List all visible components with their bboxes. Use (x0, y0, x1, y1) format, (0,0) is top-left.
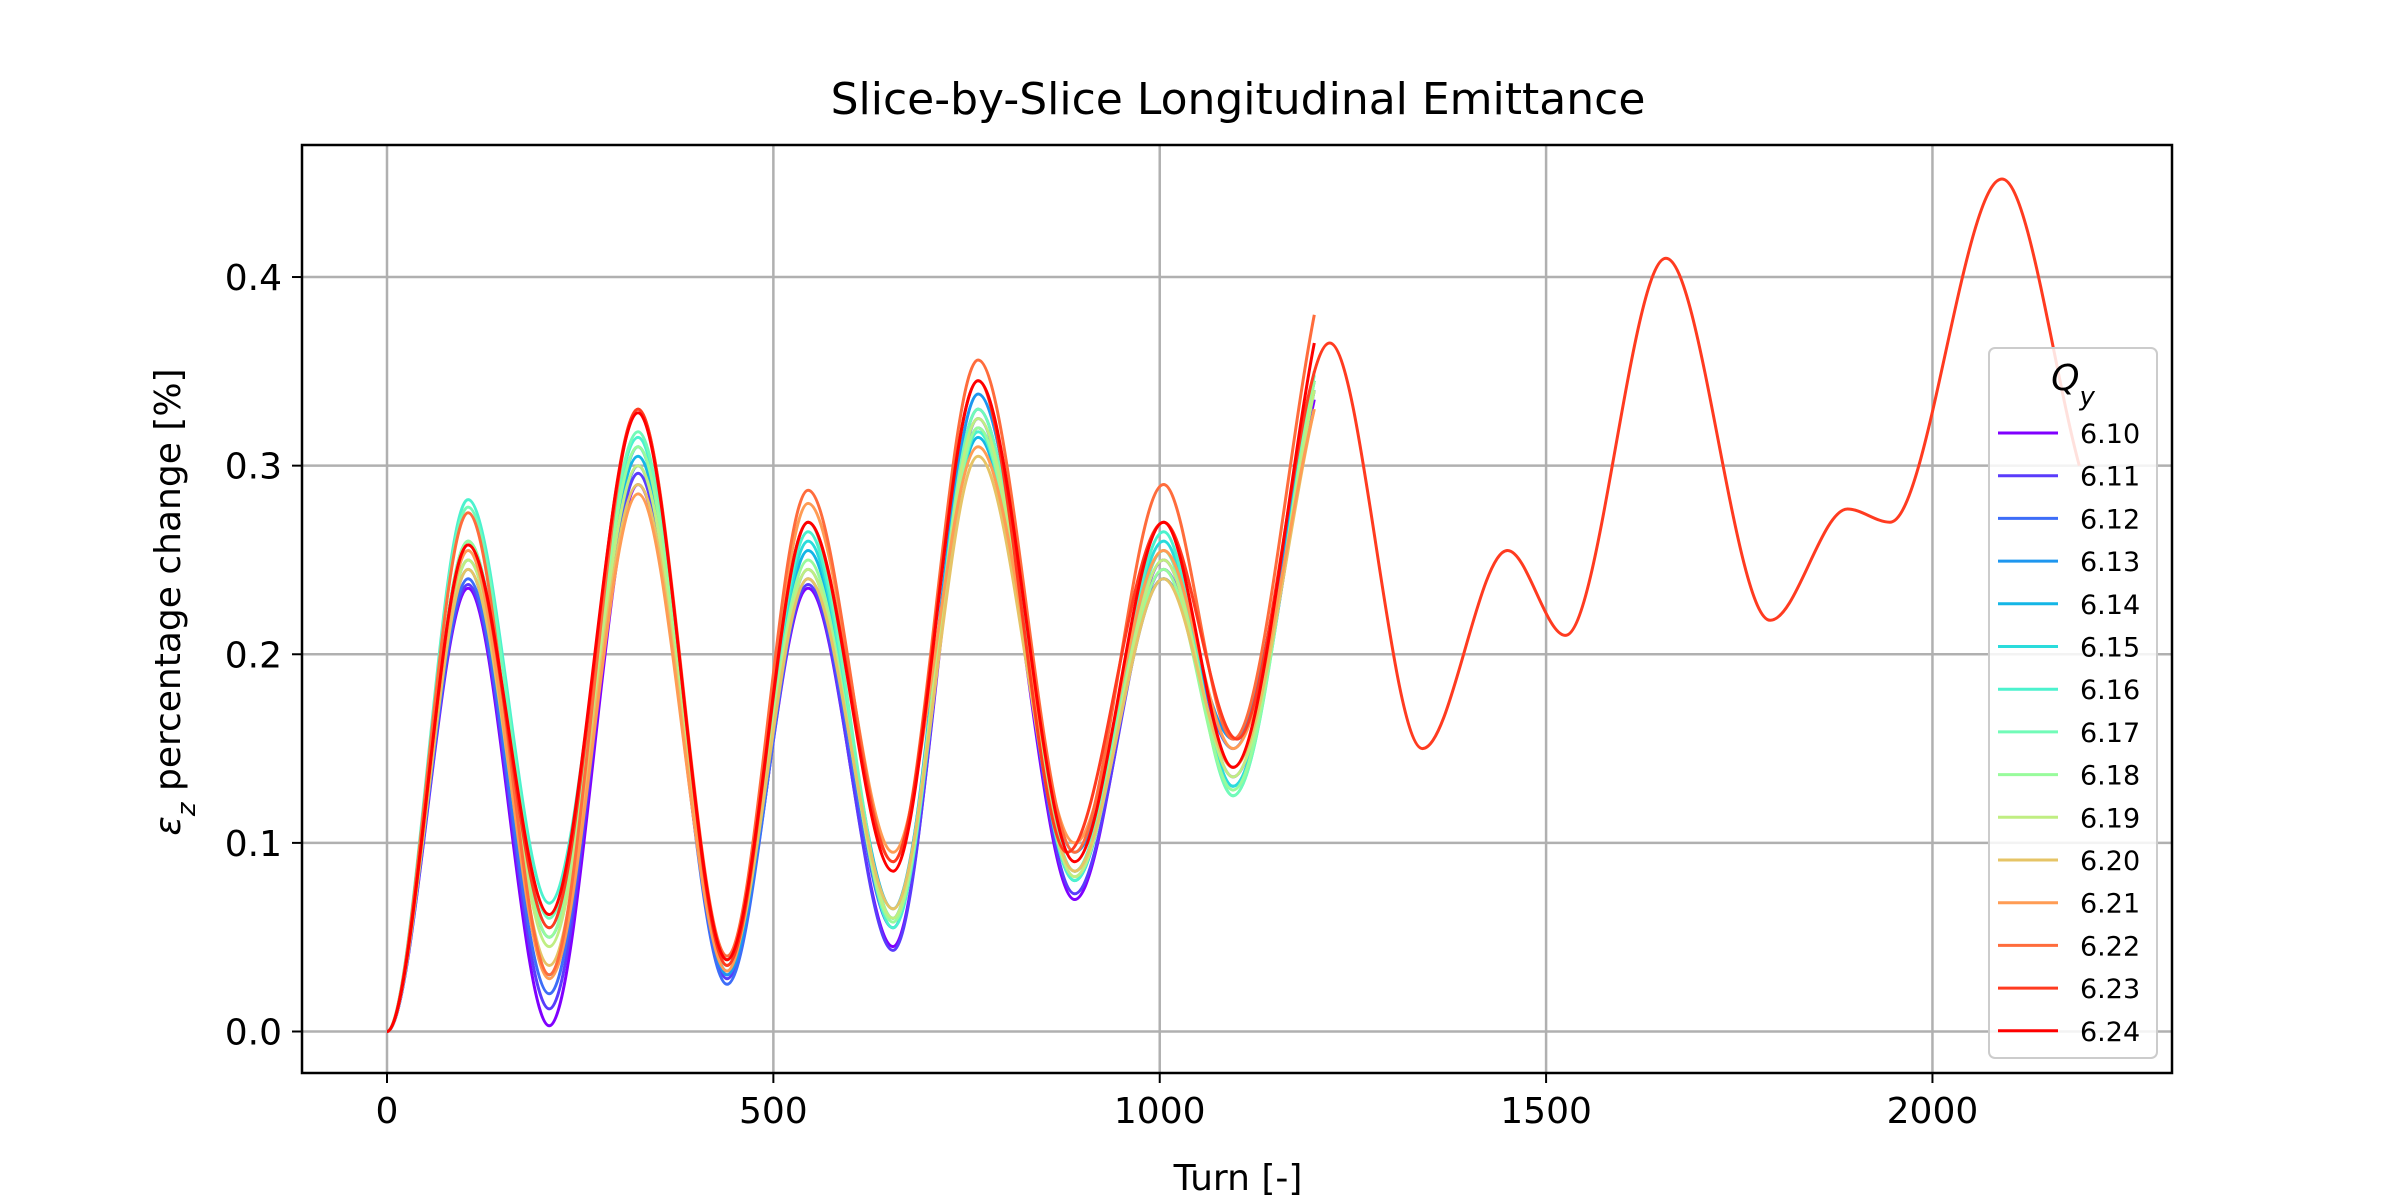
legend-item: 6.23 (1998, 974, 2140, 1005)
legend-item: 6.22 (1998, 931, 2140, 962)
y-tick-label: 0.3 (225, 447, 282, 488)
legend-item: 6.24 (1998, 1017, 2140, 1048)
legend-title: Qy (2051, 358, 2095, 412)
x-tick-label: 1500 (1500, 1091, 1592, 1132)
legend-label: 6.16 (2080, 675, 2140, 706)
legend-item: 6.14 (1998, 590, 2140, 621)
y-axis-label-symbol: ε (148, 816, 189, 835)
series-lines (385, 177, 2081, 1033)
legend-label: 6.18 (2080, 761, 2140, 792)
plot-frame (300, 143, 2174, 1075)
chart-title: Slice-by-Slice Longitudinal Emittance (831, 74, 1646, 125)
series-line-6-24 (386, 342, 1316, 1033)
legend-item: 6.19 (1998, 803, 2140, 834)
legend-label: 6.24 (2080, 1017, 2140, 1048)
legend-label: 6.23 (2080, 974, 2140, 1005)
series-line-6-18 (386, 380, 1316, 1033)
x-axis-label: Turn [-] (1173, 1158, 1303, 1199)
legend-label: 6.20 (2080, 846, 2140, 877)
legend-item: 6.13 (1998, 547, 2140, 578)
y-axis-label: εz percentage change [%] (148, 368, 202, 835)
legend-item: 6.10 (1998, 419, 2140, 450)
y-axis-label-text: percentage change [%] (148, 368, 189, 802)
legend-item: 6.15 (1998, 633, 2140, 664)
legend: Qy 6.106.116.126.136.146.156.166.176.186… (1988, 347, 2158, 1059)
series-line-6-23 (386, 177, 2081, 1033)
legend-label: 6.14 (2080, 590, 2140, 621)
legend-items: 6.10 6.11 6.12 6.13 6.14 6.15 6.16 6.17 6.18 6.19… (1998, 419, 2140, 1048)
legend-label: 6.10 (2080, 419, 2140, 450)
legend-label: 6.19 (2080, 803, 2140, 834)
series-line-6-16 (385, 371, 1316, 1033)
legend-item: 6.18 (1998, 761, 2140, 792)
x-tick-label: 2000 (1887, 1091, 1979, 1132)
legend-label: 6.17 (2080, 718, 2140, 749)
x-tick-label: 1000 (1114, 1091, 1206, 1132)
series-line-6-22 (385, 314, 1316, 1033)
legend-label: 6.11 (2080, 462, 2140, 493)
legend-item: 6.11 (1998, 462, 2140, 493)
y-tick-label: 0.2 (225, 635, 282, 676)
grid (302, 145, 2172, 1073)
axis-ticks: 0 500 1000 1500 2000 0.0 0.1 0.2 0.3 0.4 (225, 258, 1979, 1132)
legend-label: 6.15 (2080, 633, 2140, 664)
legend-label: 6.12 (2080, 504, 2140, 535)
legend-item: 6.21 (1998, 889, 2140, 920)
legend-label: 6.22 (2080, 931, 2140, 962)
legend-title-symbol: Q (2051, 358, 2079, 399)
legend-item: 6.17 (1998, 718, 2140, 749)
legend-item: 6.12 (1998, 504, 2140, 535)
y-tick-label: 0.0 (225, 1013, 282, 1054)
x-tick-label: 500 (739, 1091, 808, 1132)
legend-title-subscript: y (2078, 382, 2095, 412)
legend-item: 6.20 (1998, 846, 2140, 877)
y-axis-label-subscript: z (172, 801, 202, 817)
y-tick-label: 0.1 (225, 824, 282, 865)
x-tick-label: 0 (376, 1091, 399, 1132)
legend-label: 6.21 (2080, 889, 2140, 920)
legend-box (1988, 347, 2158, 1059)
legend-label: 6.13 (2080, 547, 2140, 578)
y-tick-label: 0.4 (225, 258, 282, 299)
legend-item: 6.16 (1998, 675, 2140, 706)
